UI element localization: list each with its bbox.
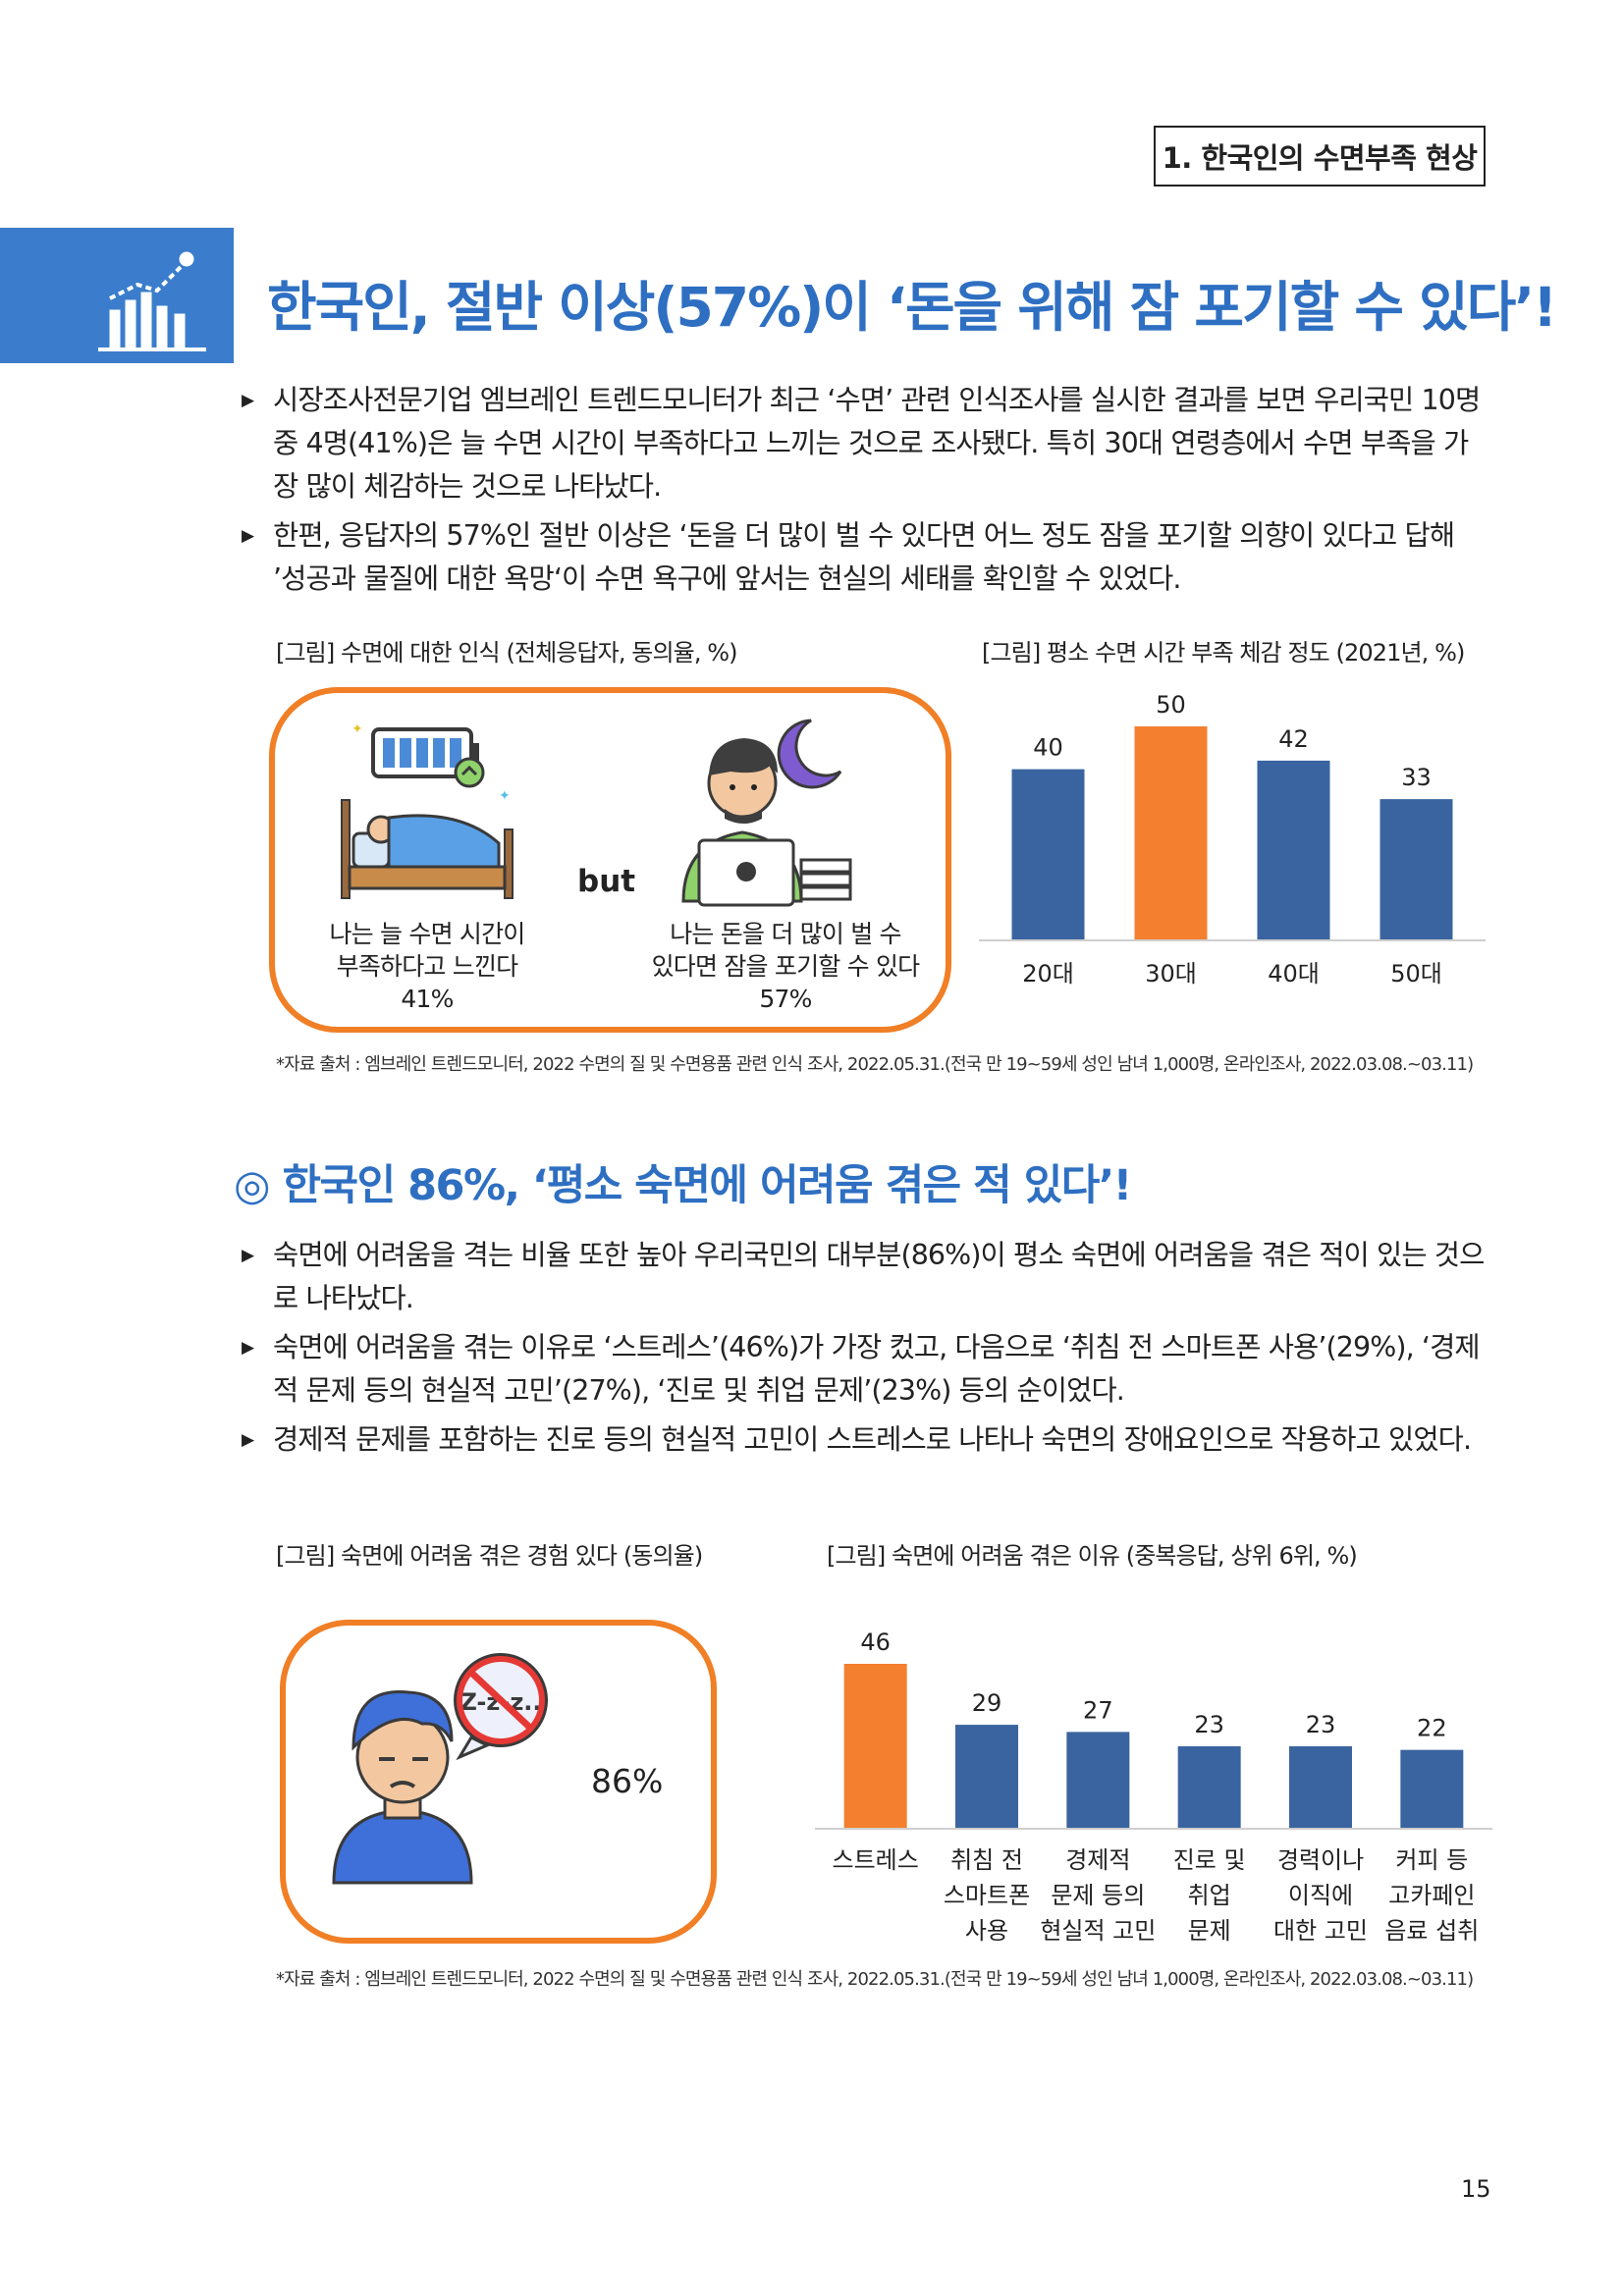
- category-label: 50대: [1390, 960, 1442, 988]
- page-number: 15: [1461, 2175, 1491, 2203]
- category-label: 30대: [1145, 960, 1197, 988]
- source-note: *자료 출처 : 엠브레인 트렌드모니터, 2022 수면의 질 및 수면용품 …: [276, 1054, 1474, 1075]
- triangle-bullet-icon: ▶: [242, 1430, 254, 1450]
- data-label: 23: [1194, 1711, 1224, 1738]
- list-item: ▶ 숙면에 어려움을 격는 비율 또한 높아 우리국민의 대부분(86%)이 평소…: [234, 1234, 1490, 1320]
- list-item: ▶ 숙면에 어려움을 겪는 이유로 ‘스트레스’(46%)가 가장 컸고, 다음으…: [234, 1326, 1490, 1413]
- right-statement: 나는 돈을 더 많이 벌 수 있다면 잠을 포기할 수 있다 57%: [628, 918, 943, 1015]
- category-label: 현실적 고민: [1040, 1917, 1156, 1944]
- bullet-text: 숙면에 어려움을 격는 비율 또한 높아 우리국민의 대부분(86%)이 평소 …: [273, 1239, 1485, 1314]
- category-label: 경제적: [1065, 1846, 1130, 1874]
- bar: [1134, 726, 1208, 940]
- category-label: 문제: [1188, 1917, 1231, 1944]
- bar: [1257, 760, 1330, 940]
- statement-line: 나는 늘 수면 시간이: [329, 920, 525, 948]
- left-statement: 나는 늘 수면 시간이 부족하다고 느낀다 41%: [295, 918, 560, 1015]
- source-note: *자료 출처 : 엠브레인 트렌드모니터, 2022 수면의 질 및 수면용품 …: [276, 1969, 1474, 1990]
- statement-value: 41%: [401, 985, 454, 1013]
- triangle-bullet-icon: ▶: [242, 391, 254, 410]
- data-label: 23: [1306, 1711, 1336, 1738]
- category-label: 스트레스: [833, 1846, 919, 1874]
- list-item: ▶ 한편, 응답자의 57%인 절반 이상은 ‘돈을 더 많이 벌 수 있다면 어…: [234, 514, 1490, 601]
- data-label: 33: [1401, 764, 1432, 791]
- chart-growth-icon: [98, 251, 206, 351]
- sleepless-person-icon: Z-z-z..: [332, 1653, 548, 1885]
- bullet-text: 숙면에 어려움을 겪는 이유로 ‘스트레스’(46%)가 가장 컸고, 다음으로…: [273, 1331, 1481, 1407]
- statement-value: 57%: [759, 985, 812, 1013]
- category-label: 스마트폰: [944, 1882, 1030, 1909]
- bar: [1289, 1746, 1352, 1829]
- category-label: 40대: [1268, 960, 1320, 988]
- data-label: 27: [1083, 1696, 1113, 1724]
- bar: [1380, 799, 1453, 940]
- category-label: 이직에: [1288, 1882, 1353, 1909]
- data-label: 40: [1033, 734, 1063, 762]
- figure-caption: [그림] 수면에 대한 인식 (전체응답자, 동의율, %): [276, 639, 738, 667]
- list-item: ▶ 경제적 문제를 포함하는 진로 등의 현실적 고민이 스트레스로 나타나 숙면…: [234, 1418, 1490, 1462]
- bar: [843, 1664, 907, 1829]
- category-label: 대한 고민: [1273, 1917, 1368, 1944]
- connector-text: but: [577, 864, 636, 899]
- statement-line: 나는 돈을 더 많이 벌 수: [670, 920, 901, 948]
- sleep-perception-panel: [269, 687, 951, 1033]
- category-label: 경력이나: [1277, 1846, 1364, 1874]
- data-label: 42: [1278, 725, 1309, 753]
- list-item: ▶ 시장조사전문기업 엠브레인 트렌드모니터가 최근 ‘수면’ 관련 인식조사를 …: [234, 379, 1490, 508]
- triangle-bullet-icon: ▶: [242, 526, 254, 546]
- statement-line: 부족하다고 느낀다: [336, 952, 519, 981]
- svg-text:✦: ✦: [499, 788, 511, 804]
- bar: [1177, 1746, 1241, 1829]
- agreement-value: 86%: [591, 1762, 664, 1800]
- bullet-text: 한편, 응답자의 57%인 절반 이상은 ‘돈을 더 많이 벌 수 있다면 어느…: [273, 519, 1455, 595]
- bullet-text: 경제적 문제를 포함하는 진로 등의 현실적 고민이 스트레스로 나타나 숙면의…: [273, 1423, 1472, 1456]
- category-label: 음료 섭취: [1384, 1917, 1479, 1944]
- triangle-bullet-icon: ▶: [242, 1246, 254, 1265]
- data-label: 22: [1417, 1715, 1447, 1742]
- sleep-difficulty-panel: [280, 1620, 717, 1944]
- bar: [1066, 1732, 1130, 1829]
- category-label: 커피 등: [1395, 1846, 1468, 1874]
- title-banner: [0, 228, 234, 363]
- category-label: 진로 및: [1173, 1846, 1246, 1874]
- category-label: 문제 등의: [1051, 1882, 1145, 1909]
- statement-line: 있다면 잠을 포기할 수 있다: [651, 952, 921, 981]
- bar: [955, 1725, 1018, 1829]
- bullet-list-2: ▶ 숙면에 어려움을 격는 비율 또한 높아 우리국민의 대부분(86%)이 평소…: [234, 1234, 1490, 1468]
- category-label: 취업: [1188, 1882, 1231, 1909]
- working-at-night-icon: [681, 719, 852, 907]
- bullet-text: 시장조사전문기업 엠브레인 트렌드모니터가 최근 ‘수면’ 관련 인식조사를 실…: [273, 384, 1481, 503]
- data-label: 29: [972, 1689, 1002, 1717]
- triangle-bullet-icon: ▶: [242, 1338, 254, 1358]
- data-label: 46: [860, 1629, 891, 1656]
- figure-caption: [그림] 평소 수면 시간 부족 체감 정도 (2021년, %): [982, 639, 1465, 667]
- page-title: 한국인, 절반 이상(57%)이 ‘돈을 위해 잠 포기할 수 있다’!: [267, 276, 1557, 339]
- svg-text:✦: ✦: [352, 721, 363, 737]
- figure-caption: [그림] 숙면에 어려움 겪은 경험 있다 (동의율): [276, 1542, 703, 1570]
- sleep-shortage-by-age-chart: 40 20대 50 30대 42 40대 33 50대: [979, 691, 1486, 988]
- bullet-list-1: ▶ 시장조사전문기업 엠브레인 트렌드모니터가 최근 ‘수면’ 관련 인식조사를 …: [234, 379, 1490, 607]
- section-tag: 1. 한국인의 수면부족 현상: [1154, 126, 1486, 187]
- category-label: 취침 전: [950, 1846, 1023, 1874]
- sleeping-in-bed-icon: ✦ ✦: [341, 721, 514, 899]
- figure-caption: [그림] 숙면에 어려움 겪은 이유 (중복응답, 상위 6위, %): [827, 1542, 1358, 1570]
- category-label: 고카페인: [1388, 1882, 1475, 1909]
- section-title: ◎ 한국인 86%, ‘평소 숙면에 어려움 겪은 적 있다’!: [234, 1161, 1132, 1210]
- category-label: 사용: [965, 1917, 1008, 1944]
- category-label: 20대: [1022, 960, 1074, 988]
- bar: [1011, 769, 1085, 940]
- bar: [1400, 1749, 1464, 1829]
- data-label: 50: [1156, 691, 1186, 719]
